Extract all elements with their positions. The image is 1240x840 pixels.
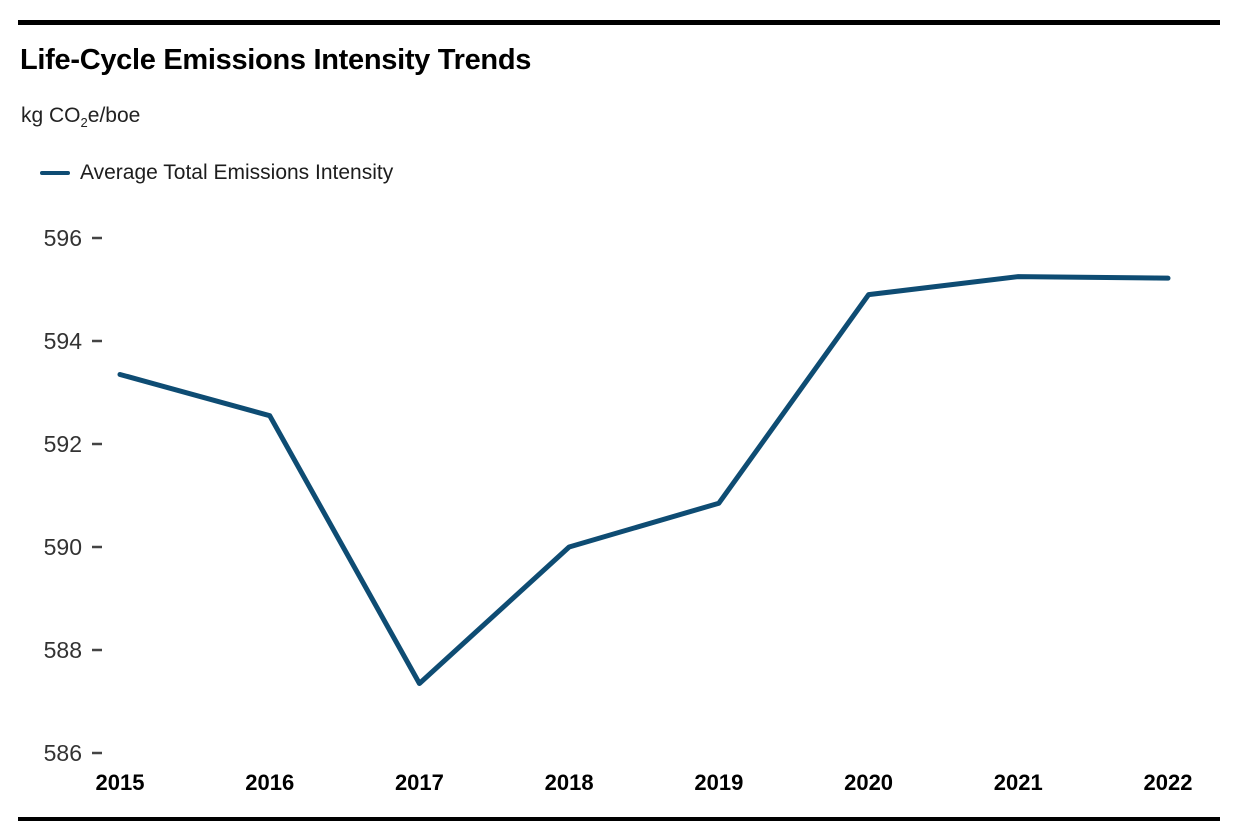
y-tick-label: 594 [44, 328, 83, 354]
y-tick-label: 590 [44, 534, 82, 560]
y-tick-label: 586 [44, 740, 82, 766]
legend-label: Average Total Emissions Intensity [80, 161, 394, 184]
legend: Average Total Emissions Intensity [40, 161, 393, 185]
y-tick-mark [92, 545, 102, 549]
unit-label-subscript: 2 [80, 115, 88, 131]
x-tick-label: 2020 [844, 770, 893, 795]
x-tick-label: 2019 [694, 770, 743, 795]
unit-label-post: e/boe [87, 104, 141, 127]
y-tick-label: 596 [44, 225, 82, 251]
x-tick-label: 2015 [96, 770, 145, 795]
y-tick-mark [92, 751, 102, 755]
x-tick-label: 2017 [395, 770, 444, 795]
y-tick-mark [92, 648, 102, 652]
bottom-rule [18, 817, 1220, 821]
x-tick-label: 2021 [994, 770, 1043, 795]
y-tick-mark [92, 236, 102, 240]
unit-label: kg CO2e/boe [21, 104, 140, 130]
x-tick-label: 2022 [1144, 770, 1193, 795]
chart-title: Life-Cycle Emissions Intensity Trends [20, 44, 532, 76]
legend-line-swatch [40, 170, 70, 176]
series-line [117, 274, 1171, 686]
unit-label-pre: kg CO [21, 104, 81, 127]
y-tick-label: 592 [44, 431, 82, 457]
top-rule [18, 20, 1220, 25]
x-tick-label: 2016 [245, 770, 294, 795]
x-tick-label: 2018 [545, 770, 594, 795]
y-tick-label: 588 [44, 637, 82, 663]
y-tick-mark [92, 339, 102, 343]
y-tick-mark [92, 442, 102, 446]
